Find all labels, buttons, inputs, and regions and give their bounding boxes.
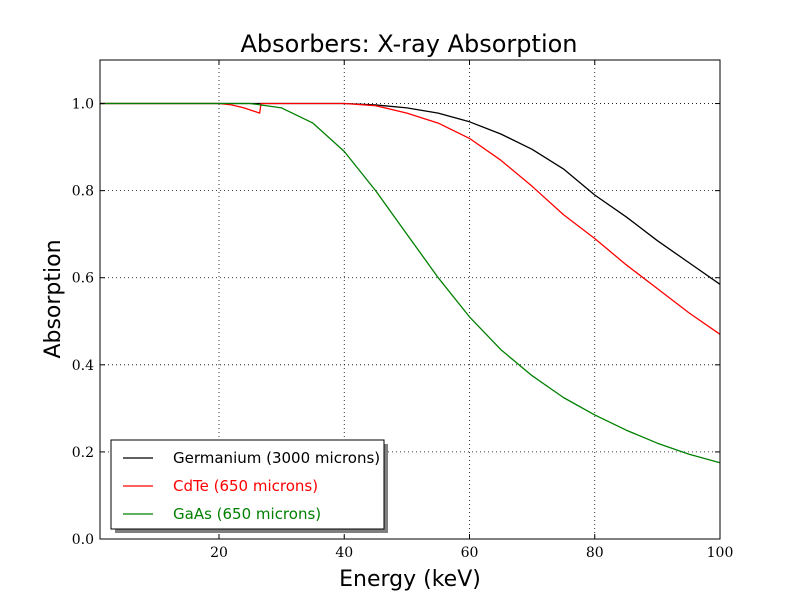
x-tick-label: 100 [707,545,734,561]
y-tick-label: 1.0 [72,97,94,113]
chart-title: Absorbers: X-ray Absorption [240,30,577,58]
y-tick-label: 0.4 [72,358,94,374]
legend-label-1: CdTe (650 microns) [173,477,318,495]
x-axis-label: Energy (keV) [339,567,481,592]
y-tick-label: 0.0 [72,532,94,548]
series-line-2 [100,102,721,464]
legend: Germanium (3000 microns) CdTe (650 micron… [110,439,388,533]
y-tick-label: 0.6 [72,271,94,287]
legend-label-0: Germanium (3000 microns) [173,449,380,467]
plot-lines [100,102,721,464]
y-axis-label: Absorption [41,239,66,358]
legend-box [110,439,385,530]
x-tick-label: 60 [461,545,479,561]
series-line-1 [100,102,721,335]
x-tick-label: 40 [335,545,353,561]
y-tick-label: 0.2 [72,445,94,461]
plot-frame [99,59,721,540]
y-tick-label: 0.8 [72,184,94,200]
legend-label-2: GaAs (650 microns) [173,505,321,523]
ticks: 20 40 60 80 100 0.0 0.2 0.4 0.6 0.8 1.0 [72,60,734,561]
x-tick-label: 20 [210,545,228,561]
x-tick-label: 80 [586,545,604,561]
